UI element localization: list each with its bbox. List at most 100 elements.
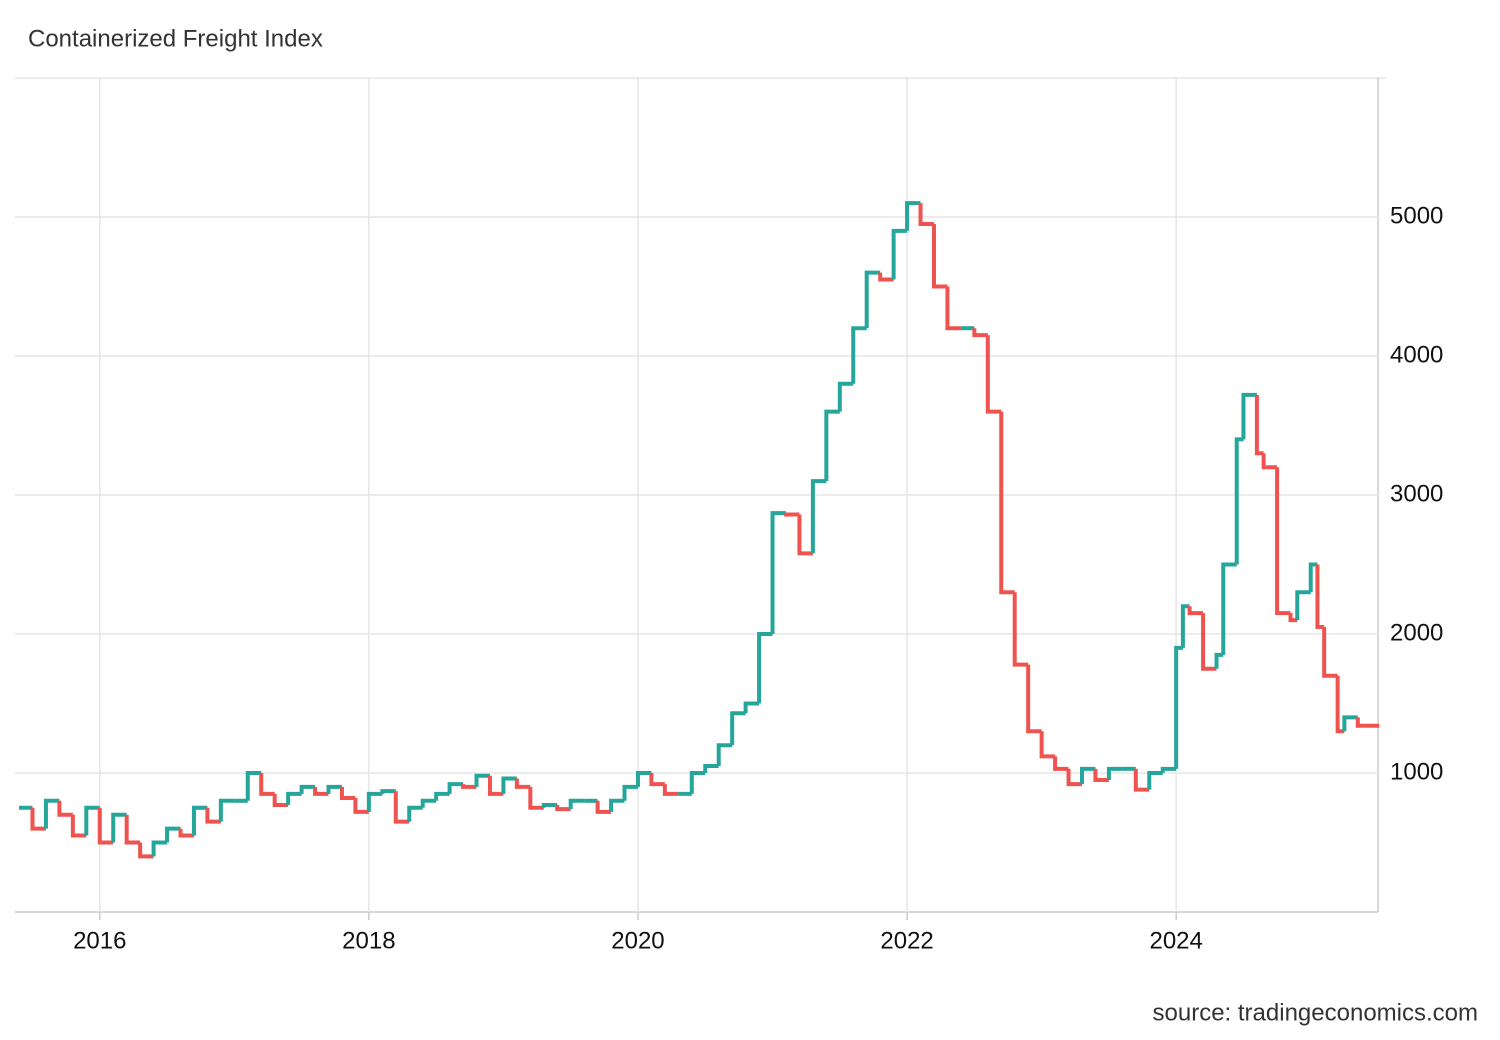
step-segment xyxy=(1355,717,1380,728)
step-segment xyxy=(864,270,881,329)
step-segment xyxy=(609,798,625,812)
y-tick-label: 4000 xyxy=(1390,341,1443,368)
step-segment xyxy=(797,514,813,556)
step-segment xyxy=(447,782,464,794)
step-segment xyxy=(501,776,517,794)
y-tick-label: 3000 xyxy=(1390,480,1443,507)
step-segment xyxy=(703,764,719,773)
y-tick-label: 1000 xyxy=(1390,758,1443,785)
step-segment xyxy=(420,798,437,808)
step-segment xyxy=(245,771,262,801)
step-segment xyxy=(407,805,423,822)
step-segment xyxy=(487,775,504,796)
step-segment xyxy=(1026,664,1042,734)
step-segment xyxy=(1214,652,1224,669)
step-segment xyxy=(945,286,961,331)
chart-title: Containerized Freight Index xyxy=(28,25,323,52)
step-segment xyxy=(931,223,948,289)
step-segment xyxy=(218,798,235,822)
step-segment xyxy=(783,512,800,517)
step-segment xyxy=(353,798,369,814)
step-segment xyxy=(1295,590,1311,621)
step-segment xyxy=(339,786,356,801)
step-segment xyxy=(259,773,275,796)
step-segment xyxy=(635,771,652,787)
x-tick-label: 2016 xyxy=(73,927,126,954)
step-segment xyxy=(461,784,477,789)
step-segment xyxy=(165,826,181,843)
step-segment xyxy=(1221,562,1237,655)
step-segment xyxy=(730,711,746,746)
step-segment xyxy=(1160,766,1177,773)
step-segment xyxy=(918,203,934,226)
step-segment xyxy=(514,778,531,789)
step-segment xyxy=(272,793,289,807)
step-segment xyxy=(205,807,221,824)
step-segment xyxy=(1275,467,1291,616)
step-segment xyxy=(380,789,396,794)
step-segment xyxy=(1342,715,1358,732)
step-segment xyxy=(878,272,894,282)
step-segment xyxy=(326,784,342,794)
step-segment xyxy=(151,840,168,857)
step-segment xyxy=(810,479,827,554)
step-segment xyxy=(770,511,786,634)
step-segment xyxy=(905,201,921,231)
x-tick-label: 2022 xyxy=(880,927,933,954)
step-segment xyxy=(716,743,733,767)
step-segment xyxy=(1012,592,1029,667)
step-segment xyxy=(474,773,490,787)
step-segment xyxy=(1261,453,1278,470)
step-segment xyxy=(568,798,585,810)
step-segment xyxy=(1308,562,1318,593)
step-segment xyxy=(1180,604,1190,648)
step-segment xyxy=(972,328,988,338)
step-segment xyxy=(84,805,100,836)
x-tick-label: 2024 xyxy=(1149,927,1202,954)
step-segment xyxy=(1201,613,1217,671)
step-segment xyxy=(1053,756,1069,771)
step-segment xyxy=(1254,394,1264,456)
step-segment xyxy=(43,798,60,829)
source: source: tradingeconomics.com xyxy=(1153,999,1478,1026)
y-tick-label: 2000 xyxy=(1390,619,1443,646)
step-segment xyxy=(622,784,638,801)
step-segment xyxy=(1106,766,1123,780)
x-tick-label: 2018 xyxy=(342,927,395,954)
step-segment xyxy=(434,791,450,801)
step-segment xyxy=(689,771,706,794)
step-segment xyxy=(1241,392,1257,440)
step-segment xyxy=(111,812,127,843)
step-segment xyxy=(1093,768,1109,782)
step-segment xyxy=(1079,766,1096,785)
step-segment xyxy=(286,791,302,805)
step-segment xyxy=(985,335,1002,414)
step-segment xyxy=(743,701,760,714)
step-segment xyxy=(1187,606,1204,616)
step-segment xyxy=(891,228,908,280)
y-tick-label: 5000 xyxy=(1390,202,1443,229)
step-segment xyxy=(837,381,854,412)
step-segment xyxy=(1234,437,1244,565)
step-segment xyxy=(1335,675,1345,734)
step-segment xyxy=(649,773,665,787)
step-segment xyxy=(393,791,410,824)
step-segment xyxy=(97,807,114,845)
step-segment xyxy=(541,802,558,808)
step-segment xyxy=(999,411,1015,595)
step-segment xyxy=(555,804,571,812)
step-segment xyxy=(124,814,141,845)
step-segment xyxy=(30,807,46,831)
step-segment xyxy=(595,800,612,814)
step-segment xyxy=(662,784,679,796)
step-segment xyxy=(191,805,208,836)
step-segment xyxy=(1322,627,1338,678)
step-segment xyxy=(57,800,73,817)
step-segment xyxy=(1147,771,1163,790)
step-segment xyxy=(1315,564,1325,630)
step-segment xyxy=(824,409,840,482)
step-segment xyxy=(70,814,87,838)
step-segment xyxy=(1039,731,1056,759)
